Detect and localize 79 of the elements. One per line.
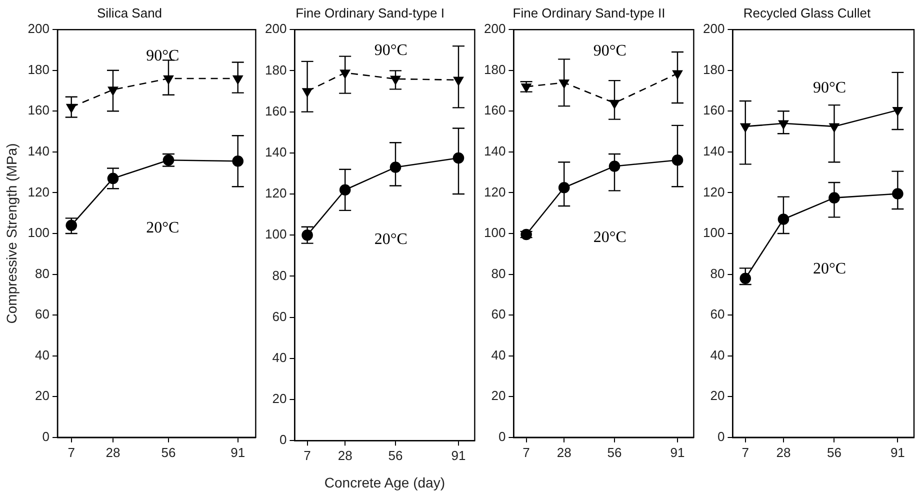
y-tick-label: 20 — [710, 388, 725, 404]
y-tick-label: 140 — [484, 144, 506, 159]
y-tick-label: 20 — [491, 388, 506, 404]
y-tick-label: 160 — [264, 103, 287, 118]
chart-title: Fine Ordinary Sand-type II — [512, 5, 666, 20]
y-tick-label: 80 — [491, 266, 506, 281]
y-tick-label: 180 — [484, 62, 506, 77]
y-tick-label: 60 — [710, 306, 725, 322]
y-tick-label: 120 — [264, 186, 287, 201]
y-tick-label: 160 — [484, 102, 506, 118]
series-label: 90°C — [374, 42, 408, 59]
y-tick-label: 200 — [484, 21, 506, 36]
y-tick-label: 180 — [28, 62, 50, 77]
y-tick-label: 180 — [702, 62, 725, 77]
y-tick-label: 0 — [279, 432, 287, 448]
text: 20°C — [374, 231, 408, 248]
y-tick-label: 0 — [42, 428, 50, 444]
series-label: 90°C — [812, 79, 846, 96]
x-tick-label: 7 — [304, 448, 311, 463]
y-tick-label: 40 — [491, 347, 506, 362]
point — [778, 214, 790, 225]
x-tick-label: 7 — [742, 444, 749, 460]
x-tick-label: 91 — [670, 444, 685, 460]
y-tick-label: 180 — [264, 62, 287, 78]
y-tick-label: 140 — [28, 144, 50, 159]
x-tick-label: 28 — [106, 444, 120, 460]
x-tick-label: 91 — [230, 444, 246, 460]
y-tick-label: 160 — [702, 102, 725, 118]
y-tick-label: 200 — [702, 21, 725, 36]
point — [778, 120, 788, 130]
x-tick-label: 91 — [451, 448, 466, 463]
chart-title: Recycled Glass Cullet — [743, 5, 871, 20]
y-tick-label: 0 — [717, 428, 725, 444]
x-tick-label: 28 — [338, 448, 352, 463]
y-tick-label: 60 — [272, 308, 287, 324]
y-tick-label: 140 — [702, 144, 725, 159]
text: 20°C — [146, 220, 180, 237]
y-tick-label: 140 — [264, 144, 287, 160]
x-tick-label: 28 — [776, 444, 791, 460]
series-label: 90°C — [146, 48, 180, 65]
y-tick-label: 20 — [35, 388, 50, 404]
chart-title: Fine Ordinary Sand-type I — [296, 5, 444, 20]
y-tick-label: 80 — [710, 266, 725, 281]
y-tick-label: 40 — [710, 347, 725, 362]
y-tick-label: 100 — [484, 225, 506, 240]
x-tick-label: 7 — [68, 444, 75, 460]
y-tick-label: 40 — [272, 350, 287, 365]
y-tick-label: 100 — [264, 226, 287, 242]
y-tick-label: 60 — [35, 306, 50, 322]
x-tick-label: 28 — [556, 444, 572, 460]
point — [672, 154, 684, 166]
y-tick-label: 80 — [272, 268, 287, 283]
x-tick-label: 56 — [161, 444, 176, 460]
chart-title: Silica Sand — [96, 5, 162, 20]
x-tick-label: 91 — [890, 444, 905, 460]
text: 20°C — [812, 260, 846, 278]
y-tick-label: 120 — [484, 184, 506, 200]
x-tick-label: 56 — [607, 444, 622, 460]
x-tick-label: 56 — [388, 448, 403, 463]
y-tick-label: 80 — [35, 266, 50, 281]
x-tick-label: 7 — [522, 444, 530, 460]
x-axis-title: Concrete Age (day) — [324, 474, 446, 490]
x-tick-label: 56 — [826, 444, 842, 460]
y-tick-label: 120 — [702, 184, 725, 200]
text: 90°C — [593, 42, 626, 60]
y-tick-label: 0 — [498, 428, 506, 444]
y-tick-label: 100 — [28, 225, 50, 240]
y-tick-label: 200 — [264, 21, 287, 36]
y-tick-label: 20 — [272, 391, 287, 406]
y-axis-title: Compressive Strength (MPa) — [3, 143, 20, 324]
text: 20°C — [593, 228, 626, 246]
y-tick-label: 200 — [28, 21, 50, 36]
y-tick-label: 60 — [491, 306, 506, 322]
y-tick-label: 160 — [28, 102, 50, 118]
y-tick-label: 120 — [28, 184, 50, 200]
point — [608, 160, 620, 172]
y-tick-label: 100 — [702, 225, 725, 240]
y-tick-label: 40 — [35, 347, 50, 362]
point — [390, 162, 402, 173]
